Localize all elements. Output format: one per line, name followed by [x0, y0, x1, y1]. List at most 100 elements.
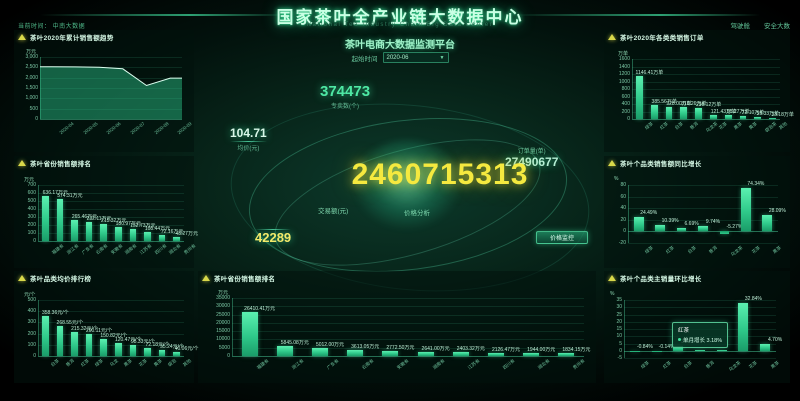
bar[interactable] [695, 349, 705, 351]
bar[interactable] [56, 326, 64, 356]
y-axis-unit: 万元 [26, 49, 37, 55]
price-monitor-button[interactable]: 价格监控 [536, 231, 588, 244]
nav-item-safety[interactable]: 安全大数 [764, 23, 790, 30]
x-axis-label: 广东省 [80, 243, 95, 256]
bar[interactable] [650, 104, 658, 119]
bar[interactable] [173, 351, 180, 356]
bar-data-label: 121.43万单 [710, 108, 737, 115]
bar[interactable] [655, 225, 666, 232]
y-axis [38, 300, 39, 356]
bar[interactable] [724, 115, 732, 119]
bar-data-label: 200.11元/个 [85, 327, 113, 334]
bar[interactable] [114, 226, 122, 241]
bar[interactable] [769, 117, 776, 119]
x-axis-label: 红茶 [79, 358, 90, 368]
bar[interactable] [523, 352, 540, 356]
bar[interactable] [452, 352, 469, 356]
bar[interactable] [173, 237, 180, 241]
x-axis-label: 红茶 [661, 360, 672, 370]
bar[interactable] [633, 217, 644, 232]
y-axis-unit: 元/个 [24, 292, 36, 298]
x-axis-label: 云南省 [361, 358, 375, 371]
gridline [38, 300, 184, 301]
bar[interactable] [417, 351, 434, 356]
bar[interactable] [716, 350, 727, 352]
x-axis-label: 袋泡茶 [763, 121, 778, 134]
bar-data-label: 298.12万单 [695, 101, 722, 108]
stat-average-price: 104.71 均价(元) [230, 126, 267, 152]
bar[interactable] [129, 345, 137, 356]
plot-area: 0 100 200 300 400 500 600 700 636.17万元 574.31万元 26… [28, 182, 198, 255]
y-axis [40, 57, 41, 119]
bar[interactable] [276, 346, 293, 356]
bar[interactable] [738, 303, 749, 351]
bar[interactable] [695, 107, 702, 119]
time-filter-select[interactable]: 2020-06 ▼ [382, 52, 449, 63]
x-axis-label: 其他 [777, 121, 788, 131]
bar[interactable] [636, 76, 643, 119]
bar[interactable] [754, 116, 762, 119]
stat-value: 374473 [320, 83, 371, 100]
gridline [38, 209, 184, 210]
bar[interactable] [158, 349, 166, 356]
bar[interactable] [676, 227, 687, 232]
triangle-marker-icon [608, 274, 616, 281]
x-axis-label: 广东省 [325, 358, 340, 371]
bar[interactable] [129, 228, 137, 241]
gridline [232, 314, 584, 316]
bar[interactable] [241, 312, 258, 356]
bar[interactable] [144, 232, 151, 241]
panel-category-orders: 茶叶2020年各类类销售订单 0 200 400 600 800 1000 1200 1400… [604, 30, 794, 152]
hero-price-label: 价格分析 [404, 210, 430, 217]
gridline [38, 233, 184, 234]
bar[interactable] [71, 219, 78, 241]
bar[interactable] [673, 346, 684, 351]
bar[interactable] [739, 116, 747, 119]
bar[interactable] [85, 222, 93, 241]
y-axis-tick: 100 [27, 341, 36, 348]
gridline [38, 241, 184, 242]
bar-data-label: 1146.41万单 [635, 70, 664, 76]
bar[interactable] [680, 107, 688, 119]
bar[interactable] [629, 350, 640, 352]
bar[interactable] [719, 231, 730, 235]
bar[interactable] [382, 351, 399, 356]
bar[interactable] [56, 198, 64, 241]
bar[interactable] [762, 215, 773, 232]
bar[interactable] [311, 347, 329, 356]
panel-title: 茶叶个品类主销量环比增长 [620, 275, 702, 283]
x-axis-label: 普洱 [704, 360, 716, 370]
area-series [40, 66, 182, 119]
y-axis-tick: 1,000 [25, 95, 38, 102]
bar[interactable] [100, 339, 107, 356]
bar[interactable] [158, 235, 166, 241]
y-axis-tick: 5 [619, 340, 622, 347]
bar[interactable] [760, 343, 771, 351]
bar[interactable] [41, 196, 49, 241]
gridline [232, 356, 584, 357]
bar[interactable] [85, 333, 93, 356]
gridline [40, 57, 182, 58]
bar[interactable] [710, 114, 717, 119]
bar[interactable] [71, 331, 78, 356]
chevron-down-icon: ▼ [439, 54, 445, 61]
bar[interactable] [41, 315, 49, 356]
gridline [38, 344, 184, 346]
x-axis-label: 花茶 [748, 360, 759, 370]
bar[interactable] [347, 350, 364, 356]
bar-data-label: 328.00万单 [666, 100, 692, 107]
y-axis [38, 185, 39, 241]
bar-data-label: 108.44万元 [144, 226, 171, 233]
bar[interactable] [114, 342, 122, 356]
bar[interactable] [144, 347, 151, 356]
bar[interactable] [100, 223, 107, 241]
y-axis-tick: -5 [617, 355, 622, 361]
bar[interactable] [698, 225, 708, 232]
bar[interactable] [665, 106, 673, 119]
triangle-marker-icon [608, 33, 616, 40]
bar[interactable] [651, 350, 662, 352]
bar[interactable] [740, 188, 751, 232]
bar[interactable] [487, 352, 505, 356]
nav-item-cockpit[interactable]: 驾驶舱 [730, 23, 751, 30]
bar[interactable] [558, 353, 575, 356]
